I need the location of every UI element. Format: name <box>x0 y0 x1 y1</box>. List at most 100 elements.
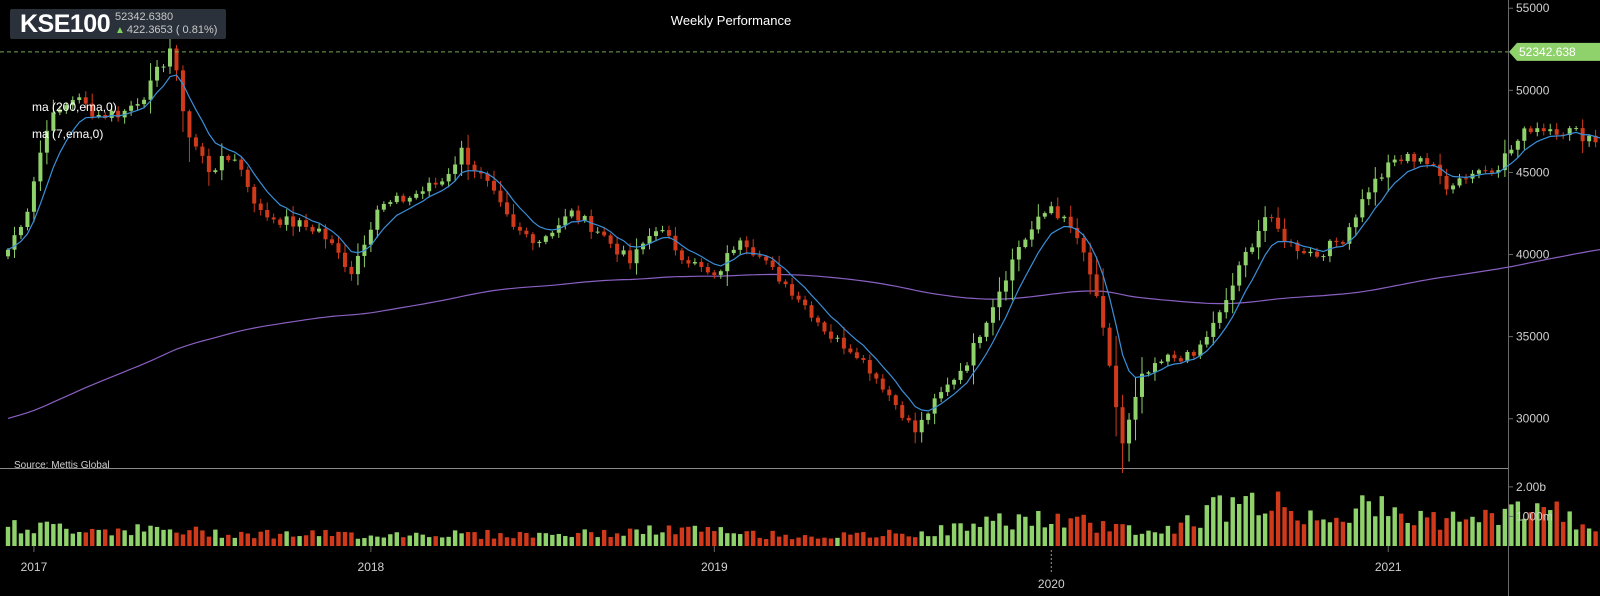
candle-body <box>1036 216 1041 230</box>
volume-bar <box>1431 512 1436 546</box>
candle-body <box>148 80 153 100</box>
volume-bar <box>1204 505 1209 546</box>
volume-bar <box>1010 529 1015 546</box>
volume-bar <box>1489 513 1495 546</box>
candle-body <box>1295 242 1300 252</box>
volume-bar <box>1146 530 1151 546</box>
candle-body <box>265 210 270 218</box>
volume-bar <box>900 533 905 546</box>
candle-body <box>576 210 581 221</box>
candle-body <box>1535 128 1540 133</box>
volume-bar <box>12 520 17 546</box>
volume-bar <box>200 530 205 546</box>
volume-bar <box>1340 521 1346 546</box>
candle-body <box>174 48 179 71</box>
candle-body <box>1276 217 1281 229</box>
candle-body <box>1496 170 1501 173</box>
candle-body <box>602 231 607 236</box>
volume-bar <box>718 527 723 546</box>
candle-body <box>1114 365 1119 408</box>
volume-bar <box>1386 516 1391 546</box>
volume-bar <box>1159 533 1164 546</box>
candle-body <box>1340 242 1345 244</box>
candle-body <box>1522 128 1527 141</box>
volume-bar <box>1262 513 1268 546</box>
volume-bar <box>1528 512 1533 546</box>
volume-bar <box>809 536 814 546</box>
volume-bar <box>627 528 633 546</box>
ma-long-line <box>7 249 1600 419</box>
volume-bar <box>193 526 199 546</box>
chart-frame <box>0 0 1509 596</box>
volume-bar <box>336 531 341 546</box>
volume-bar <box>51 524 56 546</box>
candle-body <box>1541 128 1546 132</box>
candle-body <box>271 217 276 220</box>
candle-body <box>453 164 458 174</box>
candle-body <box>517 226 522 231</box>
candle-body <box>1243 251 1248 266</box>
candle-body <box>848 348 853 353</box>
volume-bar <box>874 537 879 546</box>
candle-body <box>699 261 704 268</box>
candle-body <box>459 147 464 165</box>
candle-body <box>1444 176 1449 190</box>
volume-bar <box>867 537 873 546</box>
candle-body <box>738 240 743 250</box>
candle-body <box>1308 251 1313 254</box>
volume-bar <box>1036 511 1041 546</box>
legend-ma-long: ma (200,ema,0) <box>32 100 117 114</box>
volume-bar <box>1392 507 1397 546</box>
candle-body <box>1062 216 1067 219</box>
candle-body <box>1373 178 1378 193</box>
candle-body <box>1088 252 1093 275</box>
volume-bar <box>1327 522 1333 546</box>
volume-bar <box>433 536 438 546</box>
volume-bar <box>576 532 581 546</box>
volume-bar <box>465 532 471 546</box>
candle-body <box>1010 259 1015 281</box>
volume-bar <box>537 532 542 546</box>
candle-body <box>492 180 496 191</box>
candle-body <box>511 214 516 227</box>
candle-body <box>900 405 905 418</box>
volume-bar <box>70 533 75 546</box>
volume-bar <box>692 525 698 546</box>
volume-bar <box>1457 521 1462 546</box>
volume-bar <box>103 529 108 546</box>
candle-body <box>103 114 108 118</box>
ma-long-path <box>7 249 1600 419</box>
volume-bar <box>530 537 536 546</box>
candle-body <box>1055 206 1060 219</box>
volume-bar <box>1295 520 1300 546</box>
volume-bar <box>1321 519 1326 546</box>
candle-body <box>893 395 898 406</box>
volume-bar <box>478 538 484 546</box>
volume-bar <box>1334 517 1339 546</box>
volume-bar <box>491 538 497 546</box>
candle-body <box>770 260 775 267</box>
candle-body <box>51 112 56 131</box>
candle-body <box>854 352 859 359</box>
volume-bar <box>1075 516 1080 546</box>
volume-bar <box>1023 516 1028 546</box>
volume-bar <box>1094 532 1099 546</box>
candle-body <box>206 155 211 173</box>
volume-bar <box>1561 521 1566 546</box>
volume-bar <box>1049 523 1054 546</box>
volume-bar <box>789 539 795 546</box>
candle-body <box>939 392 944 399</box>
volume-bar <box>349 532 354 546</box>
candle-body <box>498 190 503 203</box>
volume-bar <box>1541 507 1546 546</box>
volume-bar <box>1353 508 1359 546</box>
volume-bar <box>1347 522 1352 546</box>
candle-body <box>213 170 218 173</box>
volume-bar <box>1593 531 1598 546</box>
volume-bar <box>841 532 847 546</box>
candle-body <box>1587 135 1592 142</box>
volume-bar <box>258 531 263 546</box>
volume-bar <box>1133 534 1138 546</box>
volume-bar <box>835 537 840 546</box>
